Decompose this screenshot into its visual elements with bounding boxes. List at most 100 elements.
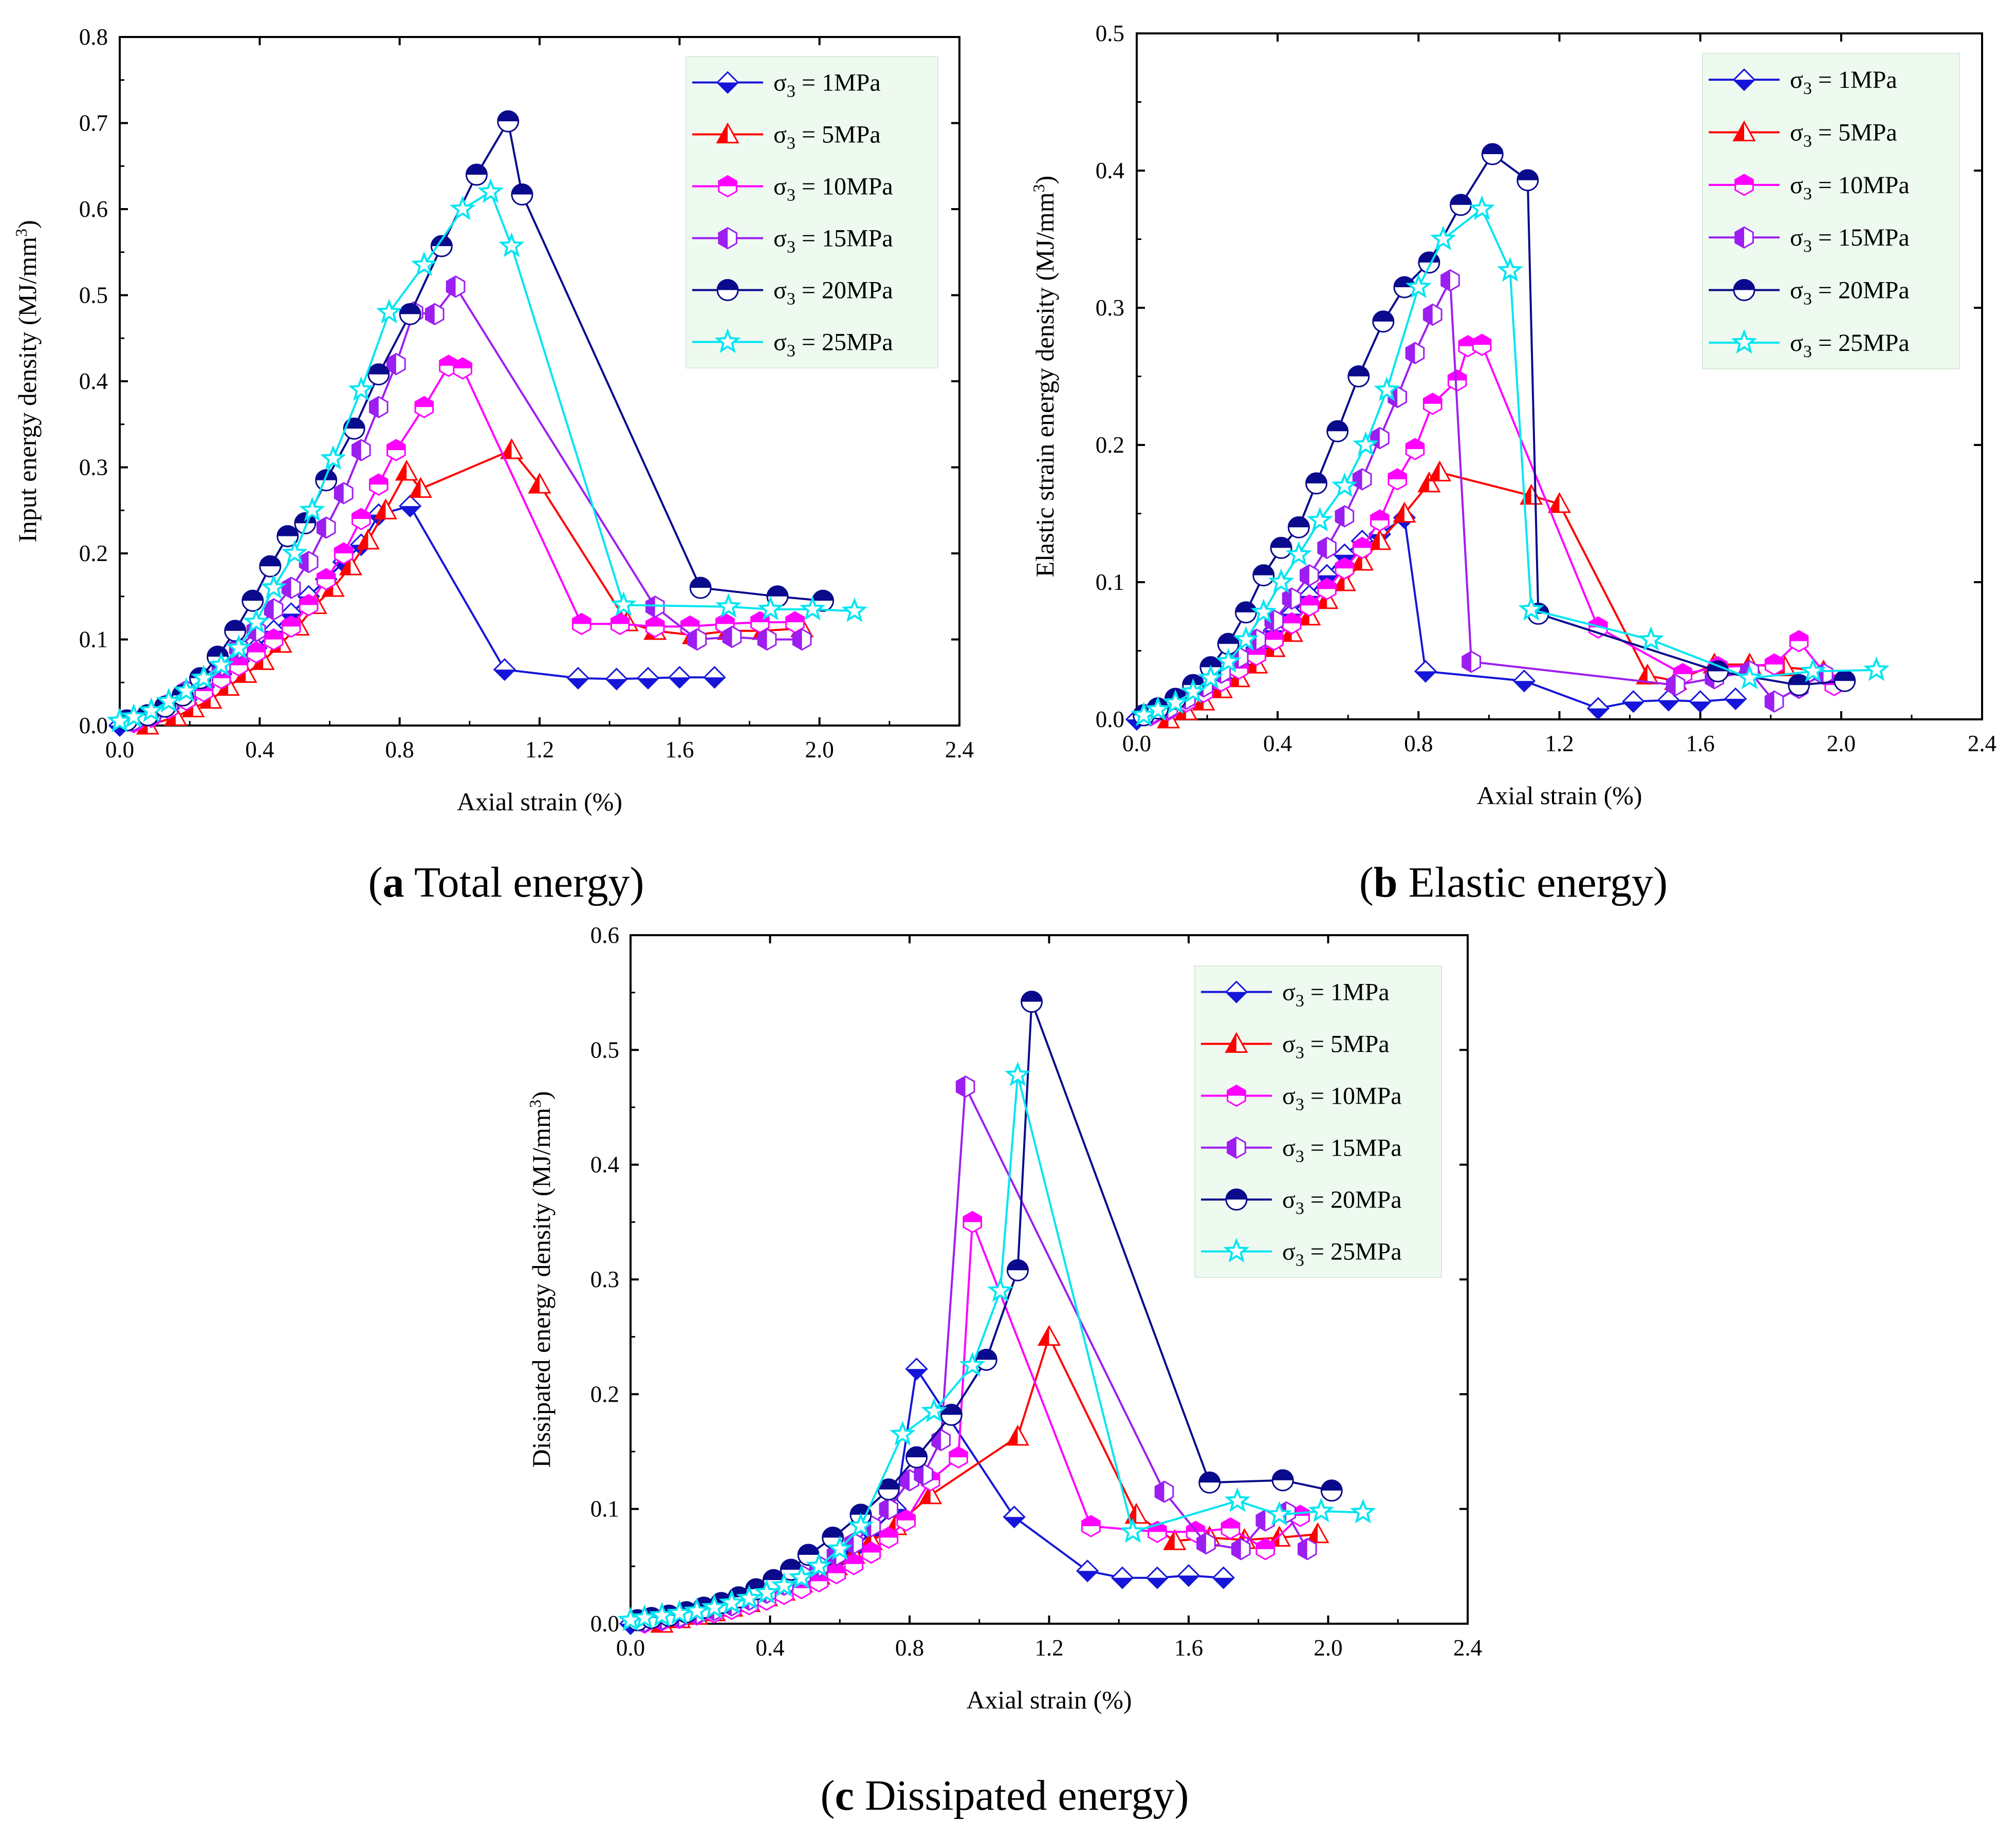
caption-b: (b Elastic energy) — [1359, 859, 1668, 906]
total-point-5 — [411, 251, 437, 276]
total-legend-label: σ3 = 15MPa — [773, 225, 893, 257]
total-point-2 — [414, 396, 434, 419]
elastic-point-2 — [1335, 557, 1355, 580]
elastic-point-4 — [1481, 143, 1504, 165]
dissipated-legend-marker — [1225, 980, 1248, 1004]
total-xtick-label: 0.4 — [245, 737, 274, 763]
elastic-point-5 — [1144, 696, 1171, 721]
elastic-legend-marker — [1732, 120, 1756, 141]
dissipated-point-1 — [1306, 1522, 1329, 1544]
dissipated-point-5 — [1224, 1487, 1251, 1512]
total-point-2 — [453, 357, 472, 380]
dissipated-legend-marker — [1227, 1136, 1246, 1159]
total-legend: σ3 = 1MPa σ3 = 5MPa σ3 = 10MPa σ3 = 15MPa σ3… — [686, 56, 938, 368]
elastic-point-4 — [1305, 472, 1328, 495]
dissipated-point-3 — [914, 1463, 933, 1486]
dissipated-ytick-label: 0.4 — [590, 1152, 619, 1178]
dissipated-point-5 — [736, 1585, 763, 1610]
dissipated-point-5 — [649, 1602, 675, 1627]
dissipated-legend-label: σ3 = 25MPa — [1282, 1238, 1402, 1270]
dissipated-point-0 — [1177, 1564, 1200, 1587]
elastic-legend-box — [1702, 53, 1960, 369]
dissipated-point-2 — [1255, 1538, 1275, 1561]
elastic-point-5 — [1800, 657, 1826, 682]
total-point-3 — [281, 577, 301, 599]
elastic-point-2 — [1472, 333, 1492, 356]
total-point-5 — [243, 608, 269, 634]
elastic-point-5 — [1268, 568, 1294, 593]
total-point-5 — [611, 591, 637, 616]
elastic-legend-marker — [1731, 329, 1758, 354]
total-ytick-label: 0.4 — [79, 368, 108, 394]
dissipated-legend-label: σ3 = 1MPa — [1282, 979, 1390, 1011]
total-point-3 — [386, 352, 406, 376]
elastic-point-3 — [1422, 303, 1442, 326]
total-point-5 — [498, 232, 525, 257]
dissipated-ytick-label: 0.6 — [590, 922, 619, 948]
elastic-point-4 — [1252, 564, 1275, 587]
elastic-legend-label: σ3 = 25MPa — [1790, 329, 1910, 361]
total-ytick-label: 0.3 — [79, 455, 108, 480]
elastic-point-3 — [1352, 468, 1372, 491]
dissipated-point-1 — [1163, 1529, 1187, 1550]
total-point-1 — [395, 459, 418, 481]
elastic-ylabel: Elastic strain energy density (MJ/mm3) — [1029, 176, 1059, 578]
elastic-point-3 — [1666, 674, 1686, 697]
total-point-5 — [282, 540, 308, 565]
total-point-5 — [715, 593, 742, 618]
elastic-point-2 — [1388, 468, 1407, 491]
elastic-legend-marker — [1733, 279, 1755, 301]
elastic-point-4 — [1234, 601, 1257, 624]
dissipated-point-2 — [949, 1446, 968, 1469]
total-point-4 — [224, 620, 247, 642]
dissipated-point-2 — [826, 1562, 846, 1585]
total-point-3 — [334, 482, 354, 505]
dissipated-xtick-label: 2.4 — [1453, 1635, 1482, 1661]
elastic-ytick-label: 0.5 — [1096, 21, 1124, 46]
elastic-point-2 — [1422, 393, 1442, 415]
dissipated-point-4 — [877, 1478, 900, 1501]
elastic-ytick-label: 0.1 — [1096, 569, 1124, 595]
total-point-5 — [226, 634, 252, 659]
elastic-point-4 — [1372, 310, 1395, 333]
dissipated-point-2 — [879, 1526, 899, 1549]
total-point-0 — [668, 666, 691, 689]
total-point-3 — [722, 625, 742, 648]
total-point-5 — [841, 597, 867, 622]
elastic-xtick-label: 0.8 — [1404, 731, 1433, 756]
dissipated-legend: σ3 = 1MPa σ3 = 5MPa σ3 = 10MPa σ3 = 15MPa σ3… — [1194, 965, 1442, 1278]
dissipated-legend-marker — [1225, 1032, 1248, 1053]
elastic-point-0 — [1586, 697, 1610, 720]
total-point-4 — [242, 589, 264, 612]
total-point-0 — [636, 666, 660, 690]
dissipated-point-5 — [788, 1564, 815, 1589]
total-xtick-label: 0.8 — [385, 737, 414, 763]
total-point-2 — [369, 473, 389, 496]
total-point-2 — [334, 542, 354, 565]
elastic-point-5 — [1162, 689, 1189, 714]
dissipated-point-5 — [701, 1594, 728, 1619]
dissipated-xtick-label: 2.0 — [1314, 1635, 1342, 1661]
dissipated-point-5 — [921, 1398, 947, 1423]
elastic-point-2 — [1789, 630, 1809, 653]
total-point-5 — [155, 688, 182, 713]
caption-c: (c Dissipated energy) — [821, 1772, 1189, 1819]
elastic-point-3 — [1462, 651, 1481, 673]
total-point-4 — [399, 303, 421, 325]
elastic-point-1 — [1636, 663, 1659, 685]
elastic-point-5 — [1215, 648, 1242, 673]
elastic-point-4 — [1347, 365, 1370, 387]
elastic-point-5 — [1374, 376, 1400, 401]
dissipated-point-4 — [1271, 1469, 1294, 1492]
elastic-xtick-label: 1.6 — [1686, 731, 1715, 756]
dissipated-point-5 — [1005, 1061, 1031, 1087]
elastic-point-5 — [1286, 541, 1312, 566]
elastic-xtick-label: 0.0 — [1122, 731, 1151, 756]
total-point-3 — [316, 516, 336, 539]
dissipated-legend-label: σ3 = 15MPa — [1282, 1135, 1402, 1166]
caption-a-text: Total energy — [404, 859, 630, 906]
dissipated-point-3 — [1298, 1538, 1317, 1561]
dissipated-xtick-label: 0.4 — [755, 1635, 784, 1661]
dissipated-point-5 — [1308, 1497, 1335, 1522]
